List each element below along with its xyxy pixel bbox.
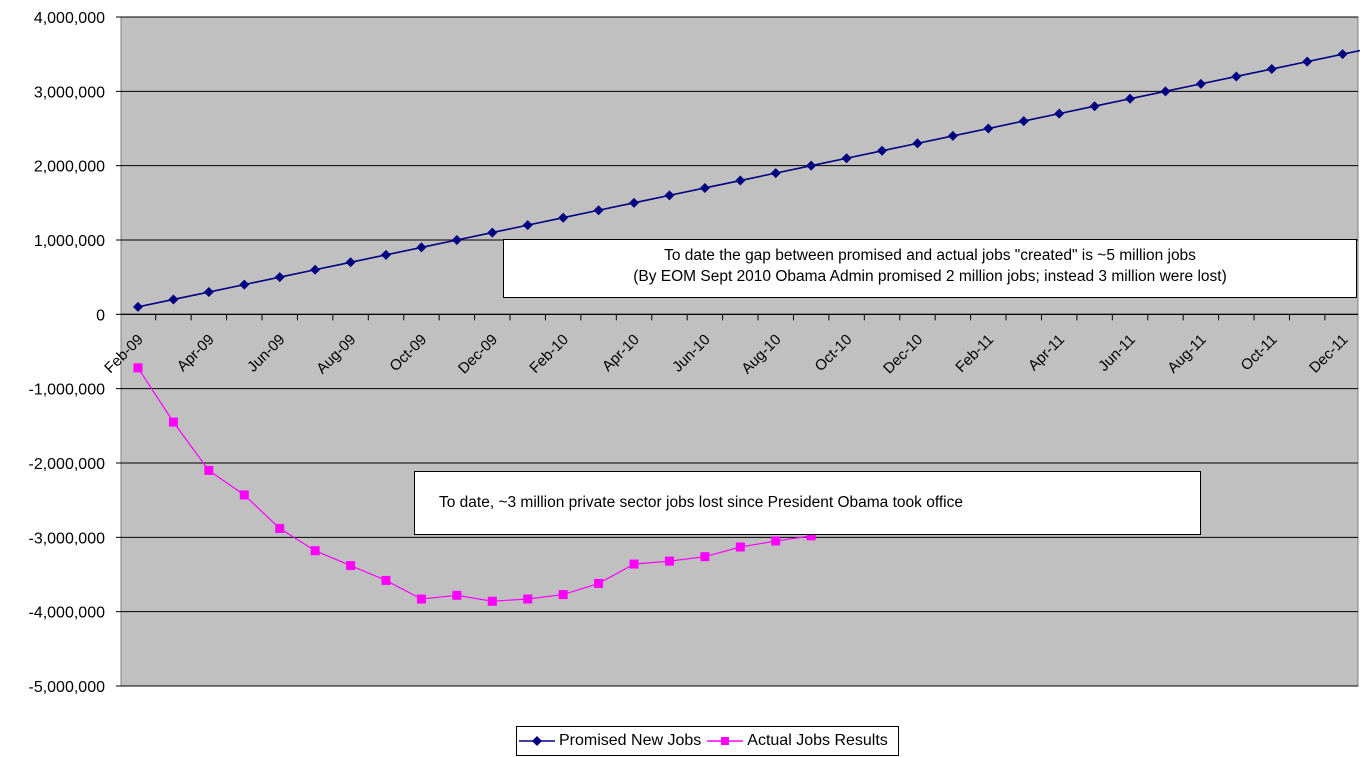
promised-jobs-point — [1018, 116, 1029, 127]
y-tick-label: -5,000,000 — [28, 679, 105, 696]
actual-jobs-point — [310, 546, 320, 556]
actual-jobs-point — [204, 465, 214, 475]
gap-annotation-line1: To date the gap between promised and act… — [664, 247, 1196, 264]
promised-jobs-point — [735, 175, 746, 186]
actual-jobs-point — [452, 590, 462, 600]
promised-jobs-point — [345, 257, 356, 268]
promised-jobs-point — [1231, 71, 1242, 82]
promised-jobs-point — [203, 287, 214, 298]
actual-jobs-point — [239, 490, 249, 500]
promised-jobs-point — [770, 168, 781, 179]
promised-jobs-point — [133, 301, 143, 312]
legend-item-promised: Promised New Jobs — [519, 732, 701, 750]
promised-jobs-point — [558, 212, 569, 223]
promised-jobs-point — [381, 249, 392, 260]
promised-jobs-point — [1054, 108, 1065, 119]
actual-jobs-point — [346, 561, 356, 571]
legend-label-promised: Promised New Jobs — [559, 732, 702, 749]
actual-jobs-point — [523, 594, 533, 604]
promised-jobs-point — [522, 220, 533, 231]
promised-jobs-point — [629, 197, 640, 208]
actual-jobs-point — [664, 556, 674, 566]
promised-jobs-point — [1266, 64, 1277, 75]
y-tick-label: -2,000,000 — [28, 456, 105, 473]
gap-annotation-line2: (By EOM Sept 2010 Obama Admin promised 2… — [633, 268, 1227, 285]
actual-jobs-point — [700, 552, 710, 562]
y-tick-label: 2,000,000 — [34, 159, 105, 176]
promised-jobs-point — [1302, 56, 1313, 67]
legend-label-actual: Actual Jobs Results — [747, 732, 888, 749]
actual-jobs-point — [133, 363, 143, 373]
y-tick-label: -1,000,000 — [28, 382, 105, 399]
actual-jobs-point — [771, 536, 781, 546]
promised-jobs-point — [806, 160, 817, 171]
actual-jobs-point — [487, 596, 497, 606]
actual-jobs-point — [381, 575, 391, 585]
y-tick-label: 3,000,000 — [34, 84, 105, 101]
promised-jobs-point — [664, 190, 675, 201]
y-tick-label: 0 — [96, 307, 105, 324]
y-tick-label: -3,000,000 — [28, 530, 105, 547]
promised-jobs-point — [841, 153, 852, 164]
promised-jobs-point — [593, 205, 604, 216]
actual-jobs-point — [275, 523, 285, 533]
promised-jobs-point — [487, 227, 498, 238]
legend-item-actual: Actual Jobs Results — [707, 732, 888, 750]
plot-area — [120, 16, 1359, 687]
promised-jobs-point — [983, 123, 994, 134]
promised-jobs-line — [137, 49, 1360, 308]
square-marker-icon — [707, 737, 744, 745]
promised-jobs-point — [1125, 93, 1136, 104]
actual-jobs-line — [137, 367, 812, 602]
actual-jobs-point — [806, 531, 816, 541]
y-tick-label: 1,000,000 — [34, 233, 105, 250]
actual-jobs-point — [735, 542, 745, 552]
promised-jobs-point — [239, 279, 250, 290]
y-tick-label: 4,000,000 — [34, 10, 105, 27]
jobs-lost-annotation: To date, ~3 million private sector jobs … — [414, 471, 1201, 535]
promised-jobs-point — [168, 294, 179, 305]
actual-jobs-point — [594, 578, 604, 588]
promised-jobs-point — [699, 182, 710, 193]
jobs-lost-annotation-text: To date, ~3 million private sector jobs … — [439, 494, 963, 511]
promised-jobs-point — [416, 242, 427, 253]
actual-jobs-point — [168, 417, 178, 427]
diamond-marker-icon — [519, 736, 555, 746]
actual-jobs-point — [416, 594, 426, 604]
gap-annotation: To date the gap between promised and act… — [503, 239, 1357, 298]
promised-jobs-point — [877, 145, 888, 156]
y-axis-ticks: 4,000,000 3,000,000 2,000,000 1,000,000 0 -1,… — [28, 10, 121, 696]
promised-jobs-point — [310, 264, 321, 275]
legend: Promised New Jobs Actual Jobs Results — [516, 726, 899, 756]
promised-jobs-point — [451, 235, 462, 245]
promised-jobs-point — [1195, 78, 1206, 89]
promised-jobs-point — [947, 130, 958, 141]
y-tick-label: -4,000,000 — [28, 605, 105, 622]
promised-jobs-point — [274, 272, 285, 283]
promised-jobs-point — [1089, 101, 1100, 112]
promised-jobs-point — [1160, 86, 1171, 97]
promised-jobs-point — [1337, 49, 1348, 60]
promised-jobs-point — [912, 138, 923, 149]
actual-jobs-point — [629, 559, 639, 569]
actual-jobs-point — [558, 590, 568, 600]
series-group — [133, 49, 1360, 606]
